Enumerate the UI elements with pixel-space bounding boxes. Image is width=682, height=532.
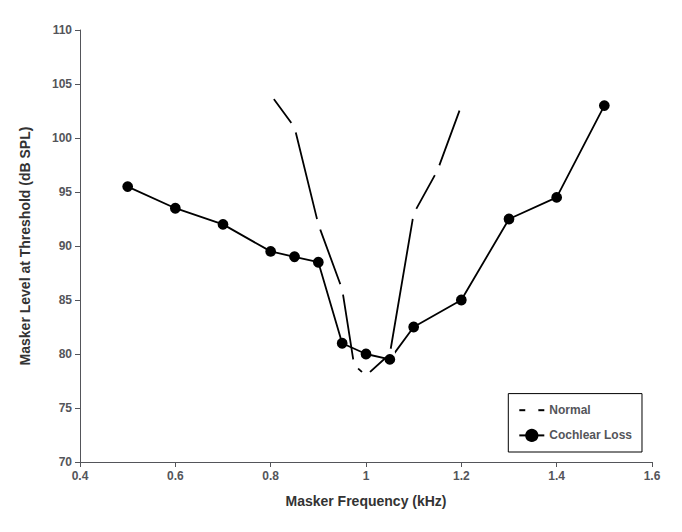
svg-text:0.4: 0.4 (72, 469, 89, 483)
svg-text:95: 95 (59, 185, 73, 199)
svg-text:0.8: 0.8 (262, 469, 279, 483)
svg-text:70: 70 (59, 455, 73, 469)
svg-text:90: 90 (59, 239, 73, 253)
svg-text:1: 1 (363, 469, 370, 483)
svg-text:85: 85 (59, 293, 73, 307)
svg-text:1.2: 1.2 (453, 469, 470, 483)
svg-text:1.4: 1.4 (548, 469, 565, 483)
svg-text:80: 80 (59, 347, 73, 361)
svg-text:105: 105 (52, 77, 72, 91)
svg-text:Normal: Normal (549, 403, 590, 417)
svg-text:110: 110 (53, 23, 73, 37)
svg-text:0.6: 0.6 (167, 469, 184, 483)
svg-text:1.6: 1.6 (644, 469, 661, 483)
svg-text:Cochlear Loss: Cochlear Loss (549, 428, 632, 442)
svg-text:Masker Frequency (kHz): Masker Frequency (kHz) (285, 493, 446, 509)
svg-text:100: 100 (52, 131, 72, 145)
svg-text:75: 75 (59, 401, 73, 415)
svg-text:Masker Level at Threshold (dB: Masker Level at Threshold (dB SPL) (17, 127, 33, 366)
